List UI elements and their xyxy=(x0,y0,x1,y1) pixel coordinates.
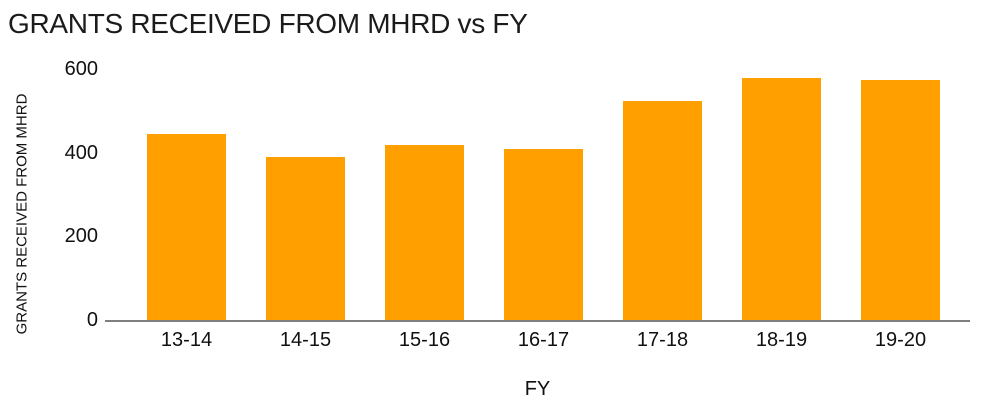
y-tick-label: 600 xyxy=(64,58,98,80)
y-axis-title: GRANTS RECEIVED FROM MHRD xyxy=(13,93,31,335)
y-tick-label: 400 xyxy=(64,141,98,164)
x-tick-label: 18-19 xyxy=(755,329,808,351)
x-axis-title: FY xyxy=(524,378,551,400)
bar-group xyxy=(722,69,841,320)
bar-19-20 xyxy=(861,79,940,320)
bar-18-19 xyxy=(742,77,821,320)
bar-group xyxy=(246,69,365,320)
bar-15-16 xyxy=(385,145,464,320)
x-tick-label: 14-15 xyxy=(279,329,332,351)
chart-title: GRANTS RECEIVED FROM MHRD vs FY xyxy=(8,8,528,39)
bars-row xyxy=(127,69,960,320)
x-tick-label: 19-20 xyxy=(874,329,927,351)
y-tick-labels: 0 200 400 600 xyxy=(40,59,98,330)
x-tick-label: 15-16 xyxy=(398,329,451,351)
bar-16-17 xyxy=(504,149,583,320)
bar-group xyxy=(603,69,722,320)
bar-17-18 xyxy=(623,101,702,320)
bar-14-15 xyxy=(266,156,345,320)
plot-area xyxy=(105,69,970,322)
y-tick-label: 0 xyxy=(86,309,98,331)
x-tick-label: 16-17 xyxy=(517,329,570,351)
bar-13-14 xyxy=(147,134,226,320)
x-tick-label: 13-14 xyxy=(160,329,213,351)
bar-group xyxy=(127,69,246,320)
bar-group xyxy=(841,69,960,320)
y-tick-label: 200 xyxy=(64,225,98,248)
x-tick-labels: 13-14 14-15 15-16 16-17 17-18 18-19 19-20 xyxy=(127,329,960,352)
bar-group xyxy=(484,69,603,320)
bar-group xyxy=(365,69,484,320)
x-tick-label: 17-18 xyxy=(636,329,689,351)
